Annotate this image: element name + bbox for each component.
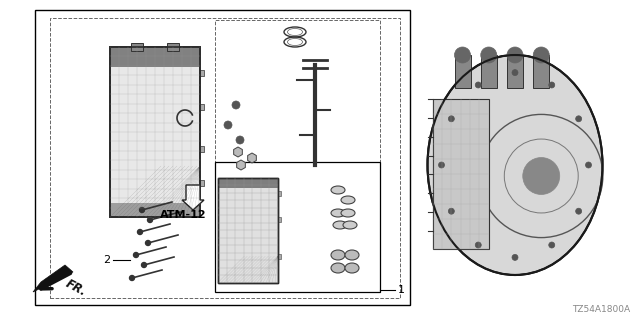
Circle shape (507, 47, 523, 63)
Circle shape (548, 242, 555, 248)
Circle shape (138, 229, 143, 235)
Circle shape (236, 136, 244, 144)
Bar (481, 55, 497, 88)
Circle shape (145, 241, 150, 245)
Bar (454, 55, 470, 88)
Circle shape (512, 254, 518, 260)
Circle shape (449, 208, 454, 214)
Bar (215, 162, 380, 292)
Text: FR.: FR. (63, 277, 88, 299)
Circle shape (129, 276, 134, 281)
Bar (533, 55, 549, 88)
Circle shape (512, 70, 518, 76)
Bar (35, 10, 410, 305)
Bar (110, 204, 200, 217)
Bar (167, 43, 179, 51)
Bar (218, 178, 278, 283)
Bar (110, 47, 200, 68)
Ellipse shape (341, 209, 355, 217)
Ellipse shape (333, 221, 347, 229)
Text: 2: 2 (103, 255, 110, 265)
Bar (110, 47, 200, 217)
Circle shape (548, 82, 555, 88)
Text: TZ54A1800A: TZ54A1800A (572, 305, 630, 314)
Circle shape (575, 116, 582, 122)
Ellipse shape (345, 250, 359, 260)
Circle shape (141, 262, 147, 268)
Text: ATM-12: ATM-12 (160, 210, 207, 220)
Circle shape (476, 242, 481, 248)
Circle shape (476, 82, 481, 88)
Ellipse shape (428, 55, 602, 275)
Bar (131, 43, 143, 51)
Circle shape (481, 47, 497, 63)
Circle shape (140, 207, 145, 212)
FancyArrow shape (182, 185, 204, 210)
Bar (278, 217, 281, 222)
Bar (200, 103, 204, 109)
Bar (50, 18, 400, 298)
Bar (278, 191, 281, 196)
Circle shape (523, 157, 560, 195)
Text: 1: 1 (398, 285, 405, 295)
Bar (200, 69, 204, 76)
Circle shape (575, 208, 582, 214)
Ellipse shape (331, 263, 345, 273)
Polygon shape (33, 265, 73, 292)
Bar (218, 178, 278, 283)
Circle shape (134, 252, 138, 258)
Circle shape (147, 218, 152, 222)
Bar (507, 55, 523, 88)
Bar (200, 180, 204, 186)
Ellipse shape (345, 263, 359, 273)
Bar (110, 47, 200, 217)
Ellipse shape (331, 250, 345, 260)
Bar (433, 99, 489, 249)
Circle shape (586, 162, 591, 168)
Circle shape (232, 101, 240, 109)
Circle shape (454, 47, 470, 63)
Ellipse shape (341, 196, 355, 204)
Ellipse shape (331, 209, 345, 217)
Circle shape (533, 47, 549, 63)
Ellipse shape (343, 221, 357, 229)
Circle shape (438, 162, 445, 168)
Circle shape (224, 121, 232, 129)
Bar (200, 146, 204, 152)
Bar (215, 20, 380, 168)
Bar (218, 178, 278, 188)
Circle shape (449, 116, 454, 122)
Ellipse shape (331, 186, 345, 194)
Bar (278, 254, 281, 259)
